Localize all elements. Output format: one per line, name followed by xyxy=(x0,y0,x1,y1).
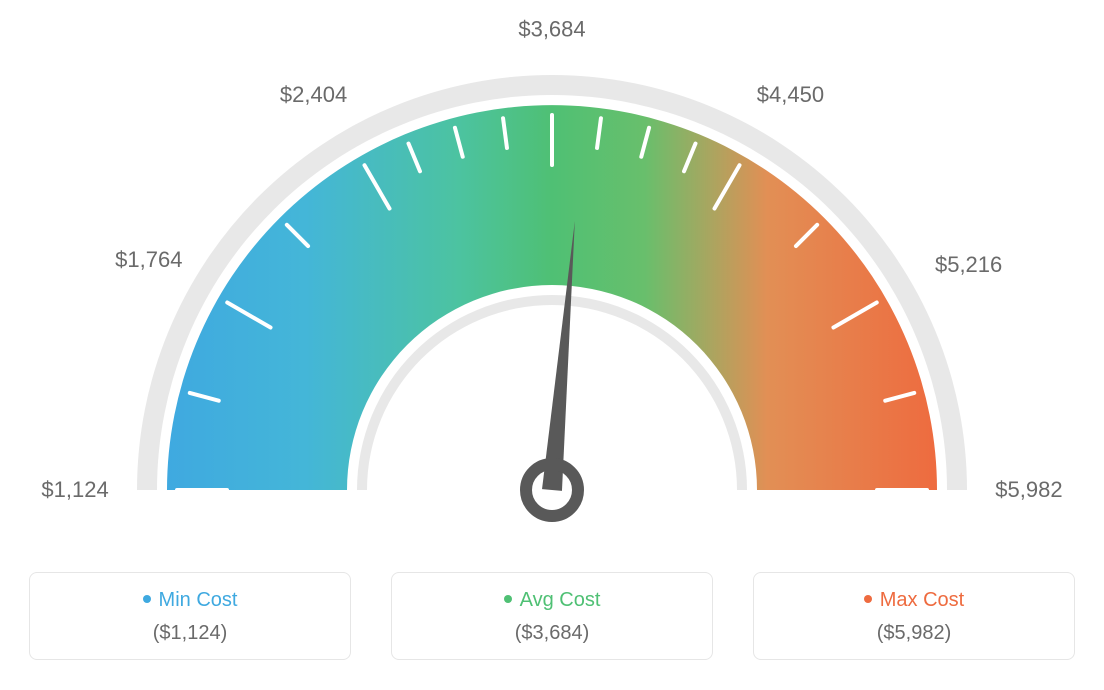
legend-card-min: Min Cost ($1,124) xyxy=(29,572,351,660)
legend-avg-value: ($3,684) xyxy=(402,622,702,645)
gauge-tick-label: $2,404 xyxy=(280,82,347,108)
legend-row: Min Cost ($1,124) Avg Cost ($3,684) Max … xyxy=(0,572,1104,660)
gauge-tick-label: $1,764 xyxy=(115,247,182,273)
legend-avg-label: Avg Cost xyxy=(520,589,601,611)
legend-card-avg: Avg Cost ($3,684) xyxy=(391,572,713,660)
chart-container: $1,124 $1,764 $2,404 $3,684 $4,450 $5,216 $5,9… xyxy=(0,0,1104,690)
gauge-svg xyxy=(0,0,1104,560)
legend-max-title: Max Cost xyxy=(764,589,1064,612)
gauge-chart: $1,124 $1,764 $2,404 $3,684 $4,450 $5,216 $5,9… xyxy=(0,0,1104,560)
dot-icon xyxy=(143,595,151,603)
legend-min-label: Min Cost xyxy=(159,589,238,611)
gauge-tick-label: $3,684 xyxy=(518,17,585,43)
dot-icon xyxy=(504,595,512,603)
legend-max-label: Max Cost xyxy=(880,589,964,611)
legend-min-value: ($1,124) xyxy=(40,622,340,645)
legend-min-title: Min Cost xyxy=(40,589,340,612)
gauge-tick-label: $4,450 xyxy=(757,82,824,108)
legend-card-max: Max Cost ($5,982) xyxy=(753,572,1075,660)
gauge-tick-label: $5,216 xyxy=(935,252,1002,278)
legend-max-value: ($5,982) xyxy=(764,622,1064,645)
dot-icon xyxy=(864,595,872,603)
legend-avg-title: Avg Cost xyxy=(402,589,702,612)
gauge-tick-label: $1,124 xyxy=(41,477,108,503)
gauge-tick-label: $5,982 xyxy=(995,477,1062,503)
